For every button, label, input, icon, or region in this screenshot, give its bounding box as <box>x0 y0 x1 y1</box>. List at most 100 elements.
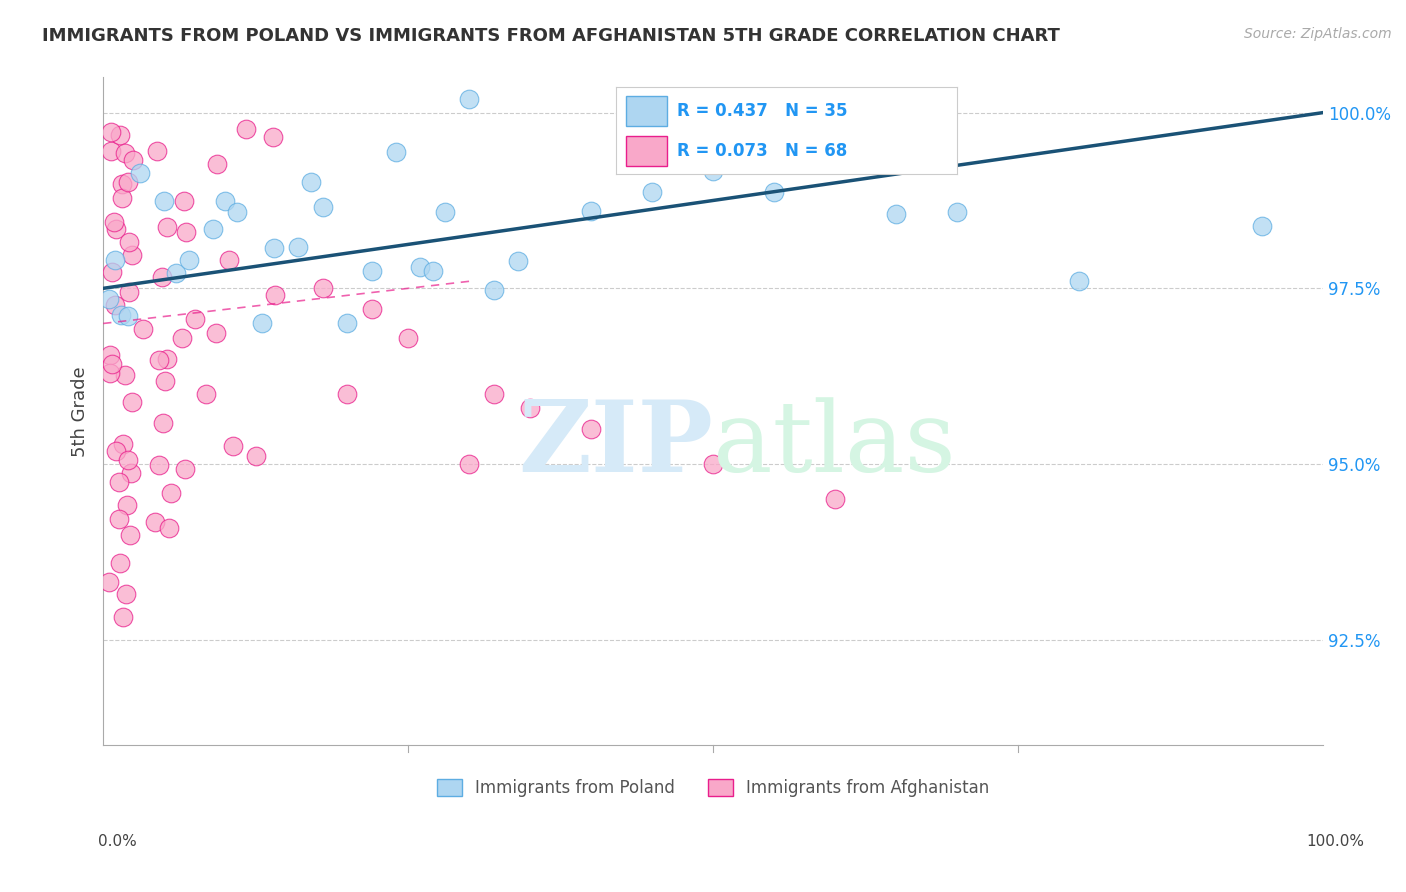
Point <box>336 386 359 401</box>
Point <box>156 219 179 234</box>
Point <box>165 266 187 280</box>
Point <box>118 235 141 249</box>
Point <box>104 252 127 267</box>
Point <box>110 128 132 142</box>
Point <box>641 186 664 200</box>
Point <box>105 444 128 458</box>
Point <box>245 450 267 464</box>
Point <box>1251 219 1274 233</box>
Point <box>422 264 444 278</box>
Point <box>118 285 141 299</box>
Point <box>108 557 131 571</box>
Point <box>214 194 236 208</box>
Point <box>115 498 138 512</box>
Point <box>506 254 529 268</box>
Point <box>111 436 134 450</box>
Text: atlas: atlas <box>713 397 956 492</box>
Point <box>263 288 285 302</box>
Point <box>152 416 174 430</box>
Point <box>121 395 143 409</box>
Point <box>112 610 135 624</box>
Point <box>117 453 139 467</box>
Point <box>385 145 408 160</box>
Point <box>104 298 127 312</box>
Point <box>153 194 176 209</box>
Legend: Immigrants from Poland, Immigrants from Afghanistan: Immigrants from Poland, Immigrants from … <box>430 772 997 804</box>
Point <box>312 281 335 295</box>
Point <box>114 587 136 601</box>
Point <box>702 457 724 471</box>
Point <box>194 387 217 401</box>
Point <box>146 144 169 158</box>
Point <box>122 153 145 167</box>
Y-axis label: 5th Grade: 5th Grade <box>72 366 89 457</box>
Text: ZIP: ZIP <box>519 396 713 493</box>
Point <box>250 317 273 331</box>
Point <box>579 422 602 436</box>
Point <box>156 352 179 367</box>
Point <box>108 512 131 526</box>
Point <box>184 311 207 326</box>
Point <box>482 283 505 297</box>
Point <box>117 309 139 323</box>
Point <box>201 222 224 236</box>
Text: IMMIGRANTS FROM POLAND VS IMMIGRANTS FROM AFGHANISTAN 5TH GRADE CORRELATION CHAR: IMMIGRANTS FROM POLAND VS IMMIGRANTS FRO… <box>42 27 1060 45</box>
Point <box>396 330 419 344</box>
Point <box>174 225 197 239</box>
Point <box>177 253 200 268</box>
Point <box>153 374 176 388</box>
Point <box>143 515 166 529</box>
Point <box>218 253 240 268</box>
Point <box>114 368 136 383</box>
Point <box>150 269 173 284</box>
Point <box>121 248 143 262</box>
Point <box>173 194 195 209</box>
Point <box>101 357 124 371</box>
Point <box>132 322 155 336</box>
Point <box>824 100 846 114</box>
Point <box>1069 274 1091 288</box>
Point <box>458 457 481 471</box>
Point <box>120 528 142 542</box>
Point <box>105 222 128 236</box>
Point <box>174 461 197 475</box>
Point <box>100 144 122 158</box>
Point <box>336 317 359 331</box>
Point <box>312 200 335 214</box>
Point <box>103 215 125 229</box>
Point <box>226 205 249 219</box>
Point <box>98 348 121 362</box>
Point <box>205 157 228 171</box>
Point <box>519 401 541 415</box>
Point <box>702 164 724 178</box>
Point <box>111 191 134 205</box>
Text: Source: ZipAtlas.com: Source: ZipAtlas.com <box>1244 27 1392 41</box>
Point <box>482 386 505 401</box>
Point <box>160 486 183 500</box>
Point <box>101 264 124 278</box>
Point <box>884 207 907 221</box>
Point <box>110 178 132 192</box>
Point <box>204 326 226 340</box>
Text: 0.0%: 0.0% <box>98 834 138 849</box>
Point <box>235 121 257 136</box>
Point <box>98 292 121 306</box>
Point <box>98 575 121 590</box>
Point <box>110 308 132 322</box>
Point <box>433 205 456 219</box>
Point <box>120 466 142 480</box>
Point <box>117 175 139 189</box>
Point <box>157 521 180 535</box>
Point <box>287 240 309 254</box>
Point <box>409 260 432 275</box>
Point <box>458 91 481 105</box>
Point <box>360 263 382 277</box>
Point <box>128 165 150 179</box>
Point <box>222 439 245 453</box>
Point <box>299 175 322 189</box>
Point <box>98 367 121 381</box>
Point <box>148 352 170 367</box>
Point <box>114 146 136 161</box>
Point <box>946 205 969 219</box>
Point <box>262 129 284 144</box>
